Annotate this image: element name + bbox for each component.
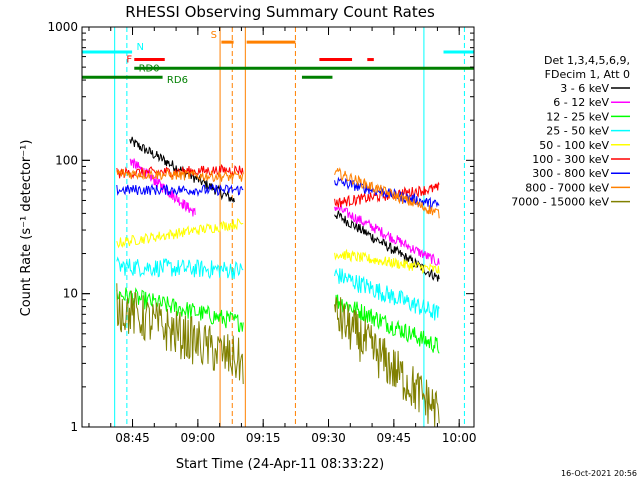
x-tick-label: 09:00 xyxy=(181,431,216,445)
series-7-line-1 xyxy=(334,167,440,219)
chart-title: RHESSI Observing Summary Count Rates xyxy=(125,3,435,21)
legend-label-3: 25 - 50 keV xyxy=(546,125,609,138)
x-tick-label: 08:45 xyxy=(115,431,150,445)
axes: 1 10 100 1000 08:45 09:00 09:15 09:30 09:45 10:00 xyxy=(47,20,476,445)
legend-label-1: 6 - 12 keV xyxy=(553,96,609,109)
legend-header-line-1: Det 1,3,4,5,6,9, xyxy=(544,54,630,67)
series-4-line-1 xyxy=(334,248,440,275)
footer-timestamp: 16-Oct-2021 20:56 xyxy=(561,469,637,478)
plot-area: NF RD0 RD6 S xyxy=(81,26,475,428)
series-8-line-1 xyxy=(334,297,440,428)
flag-label-f: F xyxy=(126,55,132,66)
legend-header-line-2: FDecim 1, Att 0 xyxy=(545,68,630,81)
legend-label-5: 100 - 300 keV xyxy=(532,153,609,166)
series-3-line-1 xyxy=(334,268,440,321)
y-tick-label: 1 xyxy=(70,420,78,434)
legend-label-0: 3 - 6 keV xyxy=(560,82,609,95)
series-1-line-0 xyxy=(129,158,196,217)
plot-frame xyxy=(81,26,475,428)
y-tick-label: 10 xyxy=(63,287,78,301)
legend-label-7: 800 - 7000 keV xyxy=(525,181,609,194)
flag-label-s: S xyxy=(211,30,217,41)
flag-label-rd0: RD0 xyxy=(139,63,160,74)
y-tick-label: 100 xyxy=(55,153,78,167)
x-tick-label: 10:00 xyxy=(442,431,477,445)
series-2-line-0 xyxy=(116,287,244,333)
x-tick-label: 09:15 xyxy=(246,431,281,445)
legend-label-6: 300 - 800 keV xyxy=(532,167,609,180)
series-4-line-0 xyxy=(116,218,244,249)
series-3-line-0 xyxy=(116,256,244,280)
series-2-line-1 xyxy=(334,294,440,354)
x-tick-label: 09:45 xyxy=(377,431,412,445)
series-6-line-0 xyxy=(116,183,244,197)
flag-label-n: N xyxy=(136,42,143,53)
legend-label-4: 50 - 100 keV xyxy=(539,139,609,152)
legend-label-2: 12 - 25 keV xyxy=(546,110,609,123)
x-tick-label: 09:30 xyxy=(311,431,346,445)
x-axis-label: Start Time (24-Apr-11 08:33:22) xyxy=(176,457,384,472)
series-7-line-0 xyxy=(116,168,244,182)
y-tick-label: 1000 xyxy=(47,20,78,34)
y-axis-label: Count Rate (s⁻¹ detector⁻¹) xyxy=(19,140,34,317)
flag-label-rd6: RD6 xyxy=(167,75,188,86)
series-8-line-0 xyxy=(116,283,244,385)
series-1-line-1 xyxy=(334,203,440,266)
legend-label-8: 7000 - 15000 keV xyxy=(511,196,609,209)
